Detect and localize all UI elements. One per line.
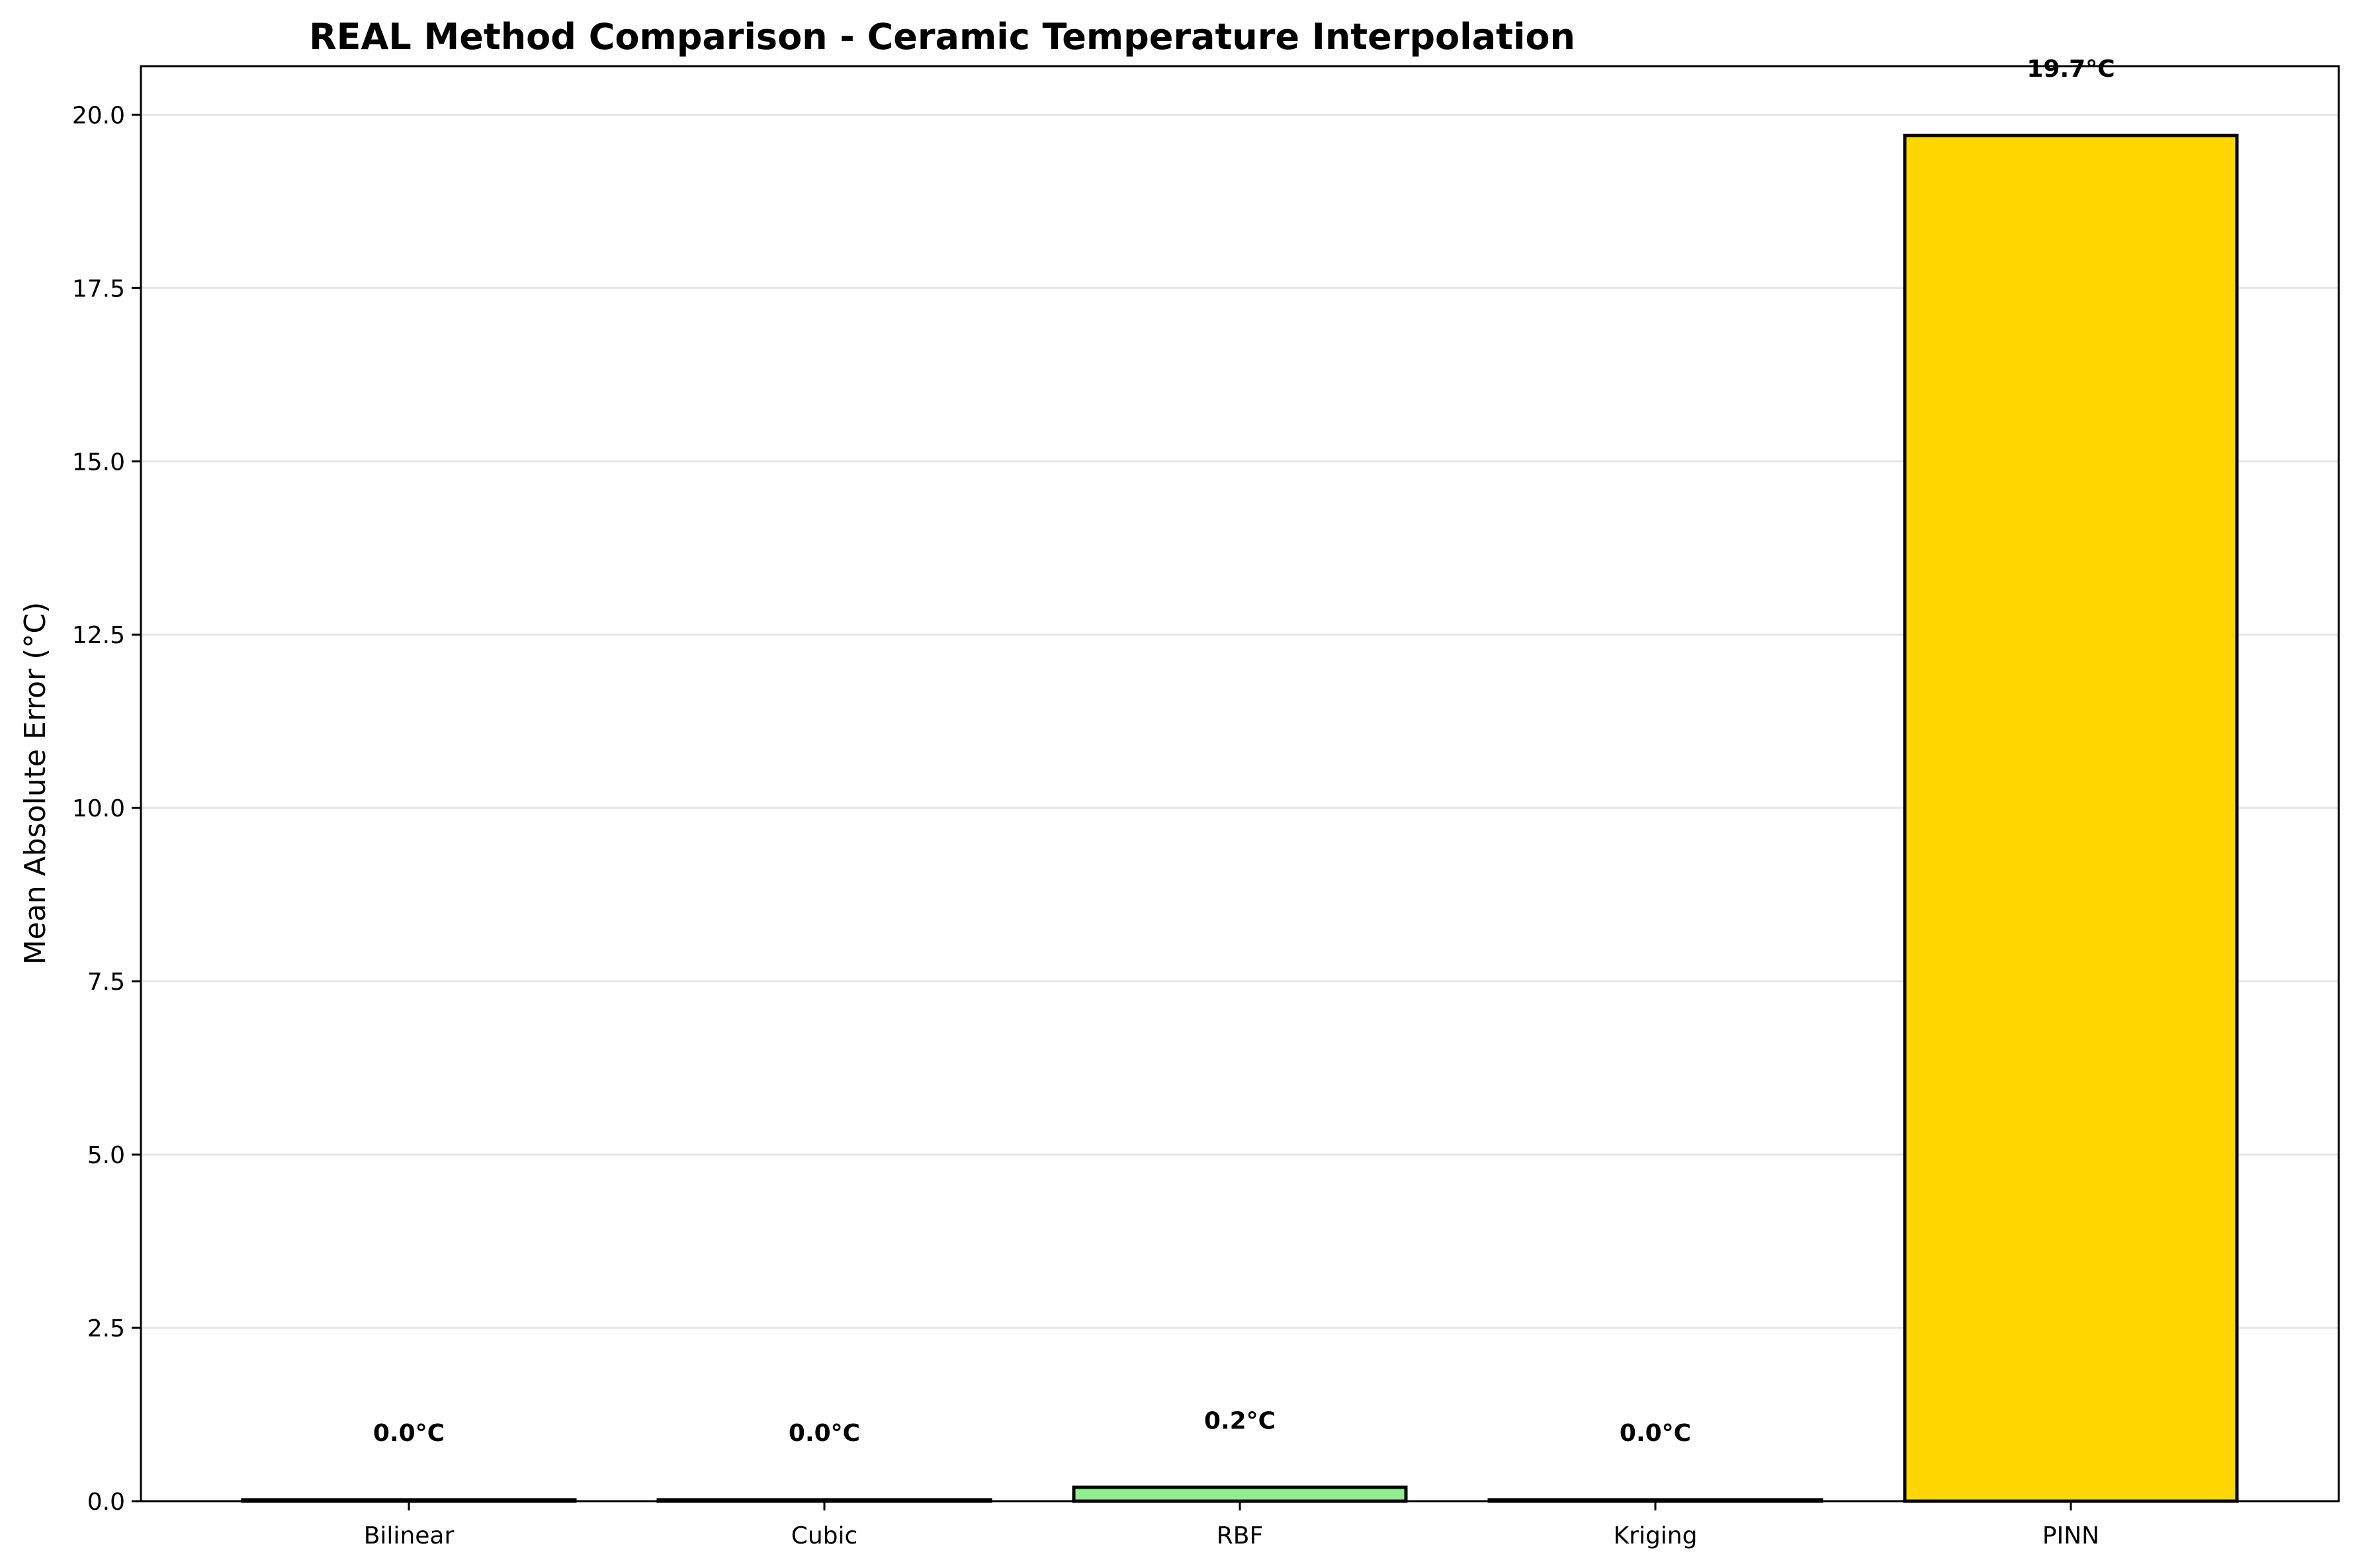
data-label-bilinear: 0.0°C (373, 1420, 445, 1447)
y-tick-label: 2.5 (87, 1315, 125, 1342)
data-label-rbf: 0.2°C (1204, 1407, 1276, 1434)
x-tick-label: PINN (2042, 1522, 2099, 1549)
data-label-kriging: 0.0°C (1620, 1420, 1691, 1447)
y-tick-label: 17.5 (72, 275, 125, 302)
y-tick-label: 7.5 (87, 969, 125, 996)
y-tick-label: 5.0 (87, 1142, 125, 1169)
x-tick-label: Cubic (791, 1522, 858, 1549)
y-tick-label: 10.0 (72, 795, 125, 822)
y-tick-label: 12.5 (72, 622, 125, 649)
x-tick-label: Bilinear (364, 1522, 455, 1549)
y-tick-label: 0.0 (87, 1489, 125, 1516)
y-tick-label: 15.0 (72, 449, 125, 476)
bar-pinn (1905, 136, 2237, 1501)
y-tick-label: 20.0 (72, 102, 125, 129)
chart-title: REAL Method Comparison - Ceramic Tempera… (309, 16, 1575, 58)
x-tick-label: Kriging (1614, 1522, 1698, 1549)
y-axis-label: Mean Absolute Error (°C) (19, 602, 52, 965)
bar-rbf (1074, 1487, 1406, 1501)
data-label-cubic: 0.0°C (789, 1420, 860, 1447)
data-label-pinn: 19.7°C (2027, 56, 2115, 83)
x-tick-label: RBF (1217, 1522, 1263, 1549)
